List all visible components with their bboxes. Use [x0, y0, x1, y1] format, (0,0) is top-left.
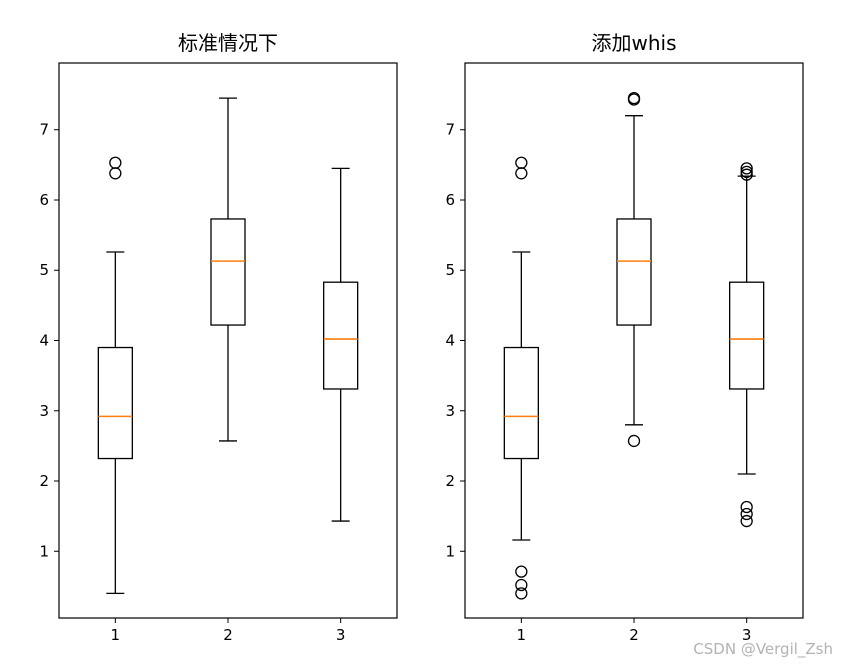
y-tick-label: 6 [445, 191, 455, 209]
y-tick-label: 1 [445, 542, 455, 560]
y-tick-label: 4 [445, 332, 455, 350]
iqr-box [616, 218, 652, 326]
box-2 [616, 91, 652, 448]
outlier-point [740, 500, 753, 514]
y-tick-label: 2 [445, 472, 455, 490]
subplot-1: 标准情况下 1 2 3 4 5 6 7 1 2 3 [39, 31, 398, 644]
x-tick-label: 1 [517, 626, 527, 644]
outlier-point [740, 507, 753, 521]
subplot-title: 添加whis [591, 31, 676, 55]
y-tick-label: 4 [39, 332, 49, 350]
y-tick-label: 5 [39, 261, 49, 279]
x-tick-label: 2 [629, 626, 639, 644]
iqr-box [97, 346, 133, 460]
box-1 [97, 156, 133, 595]
box-2 [210, 97, 246, 442]
outlier-point [109, 167, 122, 180]
outlier-point [740, 162, 753, 175]
watermark-text: CSDN @Vergil_Zsh [693, 640, 833, 658]
outlier-point [740, 168, 753, 181]
x-tick-label: 3 [742, 626, 752, 644]
y-tick-label: 5 [445, 261, 455, 279]
x-tick-label: 3 [336, 626, 346, 644]
outlier-point [109, 156, 122, 169]
iqr-box [729, 281, 765, 390]
y-tick-label: 3 [445, 402, 455, 420]
box-3 [729, 162, 765, 528]
y-tick-label: 6 [39, 191, 49, 209]
y-tick-label: 7 [39, 121, 49, 139]
outlier-point [515, 587, 528, 600]
outlier-point [515, 578, 528, 592]
outlier-point [740, 165, 753, 179]
y-tick-label: 2 [39, 472, 49, 490]
axes-frame [464, 62, 804, 619]
outlier-point [515, 156, 528, 169]
iqr-box [503, 346, 539, 460]
y-tick-label: 7 [445, 121, 455, 139]
outlier-point [627, 434, 641, 448]
x-tick-label: 2 [223, 626, 233, 644]
outlier-point [740, 514, 753, 528]
x-tick-label: 1 [111, 626, 121, 644]
iqr-box [210, 218, 246, 326]
subplot-title: 标准情况下 [178, 31, 278, 55]
y-tick-label: 1 [39, 542, 49, 560]
box-1 [503, 156, 539, 600]
axes-frame [58, 62, 398, 619]
outlier-point [515, 167, 528, 180]
outlier-point [627, 91, 641, 105]
box-3 [323, 167, 359, 522]
subplot-2: 添加whis 1 2 3 4 5 6 7 1 2 3 [445, 31, 804, 644]
outlier-point [515, 565, 528, 578]
y-tick-label: 3 [39, 402, 49, 420]
iqr-box [323, 281, 359, 390]
